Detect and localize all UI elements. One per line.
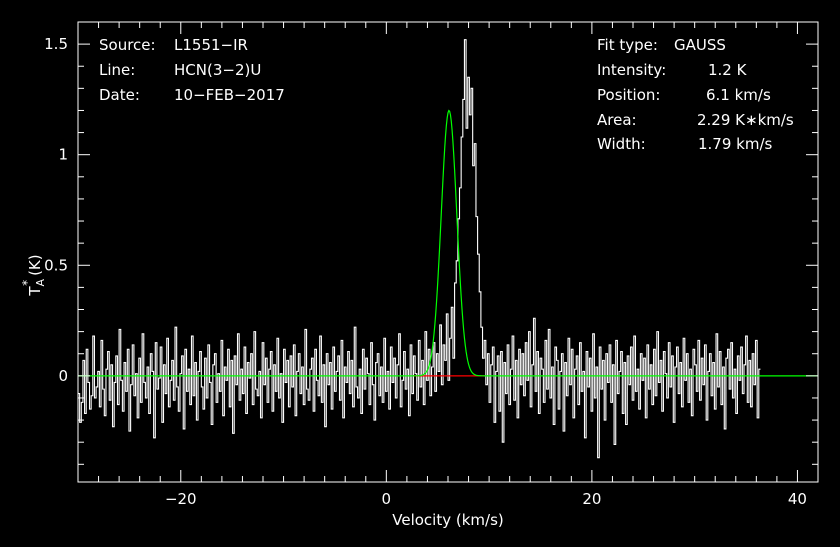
y-tick-label: 1 bbox=[58, 146, 68, 164]
x-tick-label: 20 bbox=[582, 490, 601, 508]
date-value: 10−FEB−2017 bbox=[174, 86, 285, 104]
y-axis-label-superscript: * bbox=[20, 280, 34, 286]
y-tick-label: 0 bbox=[58, 367, 68, 385]
gaussian-fit-line bbox=[78, 109, 818, 377]
width-value: 1.79 km/s bbox=[698, 135, 773, 153]
plot-layer bbox=[78, 39, 818, 459]
position-value: 6.1 km/s bbox=[706, 86, 771, 104]
intensity-value: 1.2 K bbox=[708, 61, 748, 79]
svg-text:TA*(K): TA* (K) bbox=[20, 254, 47, 296]
intensity-label: Intensity: bbox=[597, 61, 666, 79]
area-value: 2.29 K∗km/s bbox=[697, 111, 794, 129]
spectrum-line bbox=[78, 39, 761, 459]
ticks-layer: −20 0 20 40 0 0.5 1 1.5 bbox=[44, 21, 819, 508]
y-tick-label: 0.5 bbox=[44, 256, 68, 274]
x-tick-label: 0 bbox=[382, 490, 392, 508]
y-axis-label-unit: (K) bbox=[26, 254, 44, 276]
y-axis-label-symbol: T bbox=[26, 286, 44, 297]
info-right: Fit type: GAUSS Intensity: 1.2 K Positio… bbox=[597, 36, 794, 153]
x-axis-label: Velocity (km/s) bbox=[392, 511, 503, 529]
y-tick-label: 1.5 bbox=[44, 35, 68, 53]
info-left: Source: L1551−IR Line: HCN(3−2)U Date: 1… bbox=[99, 36, 285, 104]
source-value: L1551−IR bbox=[174, 36, 248, 54]
width-label: Width: bbox=[597, 135, 646, 153]
position-label: Position: bbox=[597, 86, 660, 104]
y-axis-label-subscript: A bbox=[34, 278, 47, 286]
line-label: Line: bbox=[99, 61, 135, 79]
y-axis-label: TA* (K) bbox=[20, 254, 47, 296]
date-label: Date: bbox=[99, 86, 140, 104]
source-label: Source: bbox=[99, 36, 156, 54]
area-label: Area: bbox=[597, 111, 637, 129]
x-tick-label: −20 bbox=[165, 490, 197, 508]
x-tick-label: 40 bbox=[788, 490, 807, 508]
fit-type-value: GAUSS bbox=[674, 36, 726, 54]
fit-type-label: Fit type: bbox=[597, 36, 658, 54]
line-value: HCN(3−2)U bbox=[174, 61, 261, 79]
